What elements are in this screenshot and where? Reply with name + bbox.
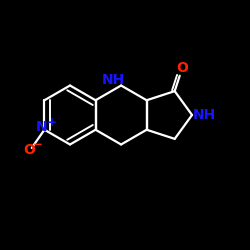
Text: NH: NH [102, 74, 125, 88]
Text: N: N [36, 120, 48, 134]
Text: +: + [46, 116, 56, 129]
Text: O: O [176, 61, 188, 75]
Text: NH: NH [193, 108, 216, 122]
Text: −: − [33, 138, 43, 150]
Text: O: O [23, 143, 35, 157]
